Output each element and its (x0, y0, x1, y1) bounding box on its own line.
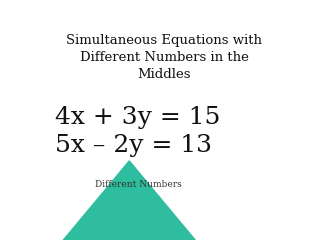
Text: 5x – 2y = 13: 5x – 2y = 13 (55, 134, 212, 157)
Text: Different Numbers: Different Numbers (95, 180, 181, 189)
Text: Simultaneous Equations with
Different Numbers in the
Middles: Simultaneous Equations with Different Nu… (66, 34, 262, 81)
Text: 4x + 3y = 15: 4x + 3y = 15 (55, 106, 220, 129)
